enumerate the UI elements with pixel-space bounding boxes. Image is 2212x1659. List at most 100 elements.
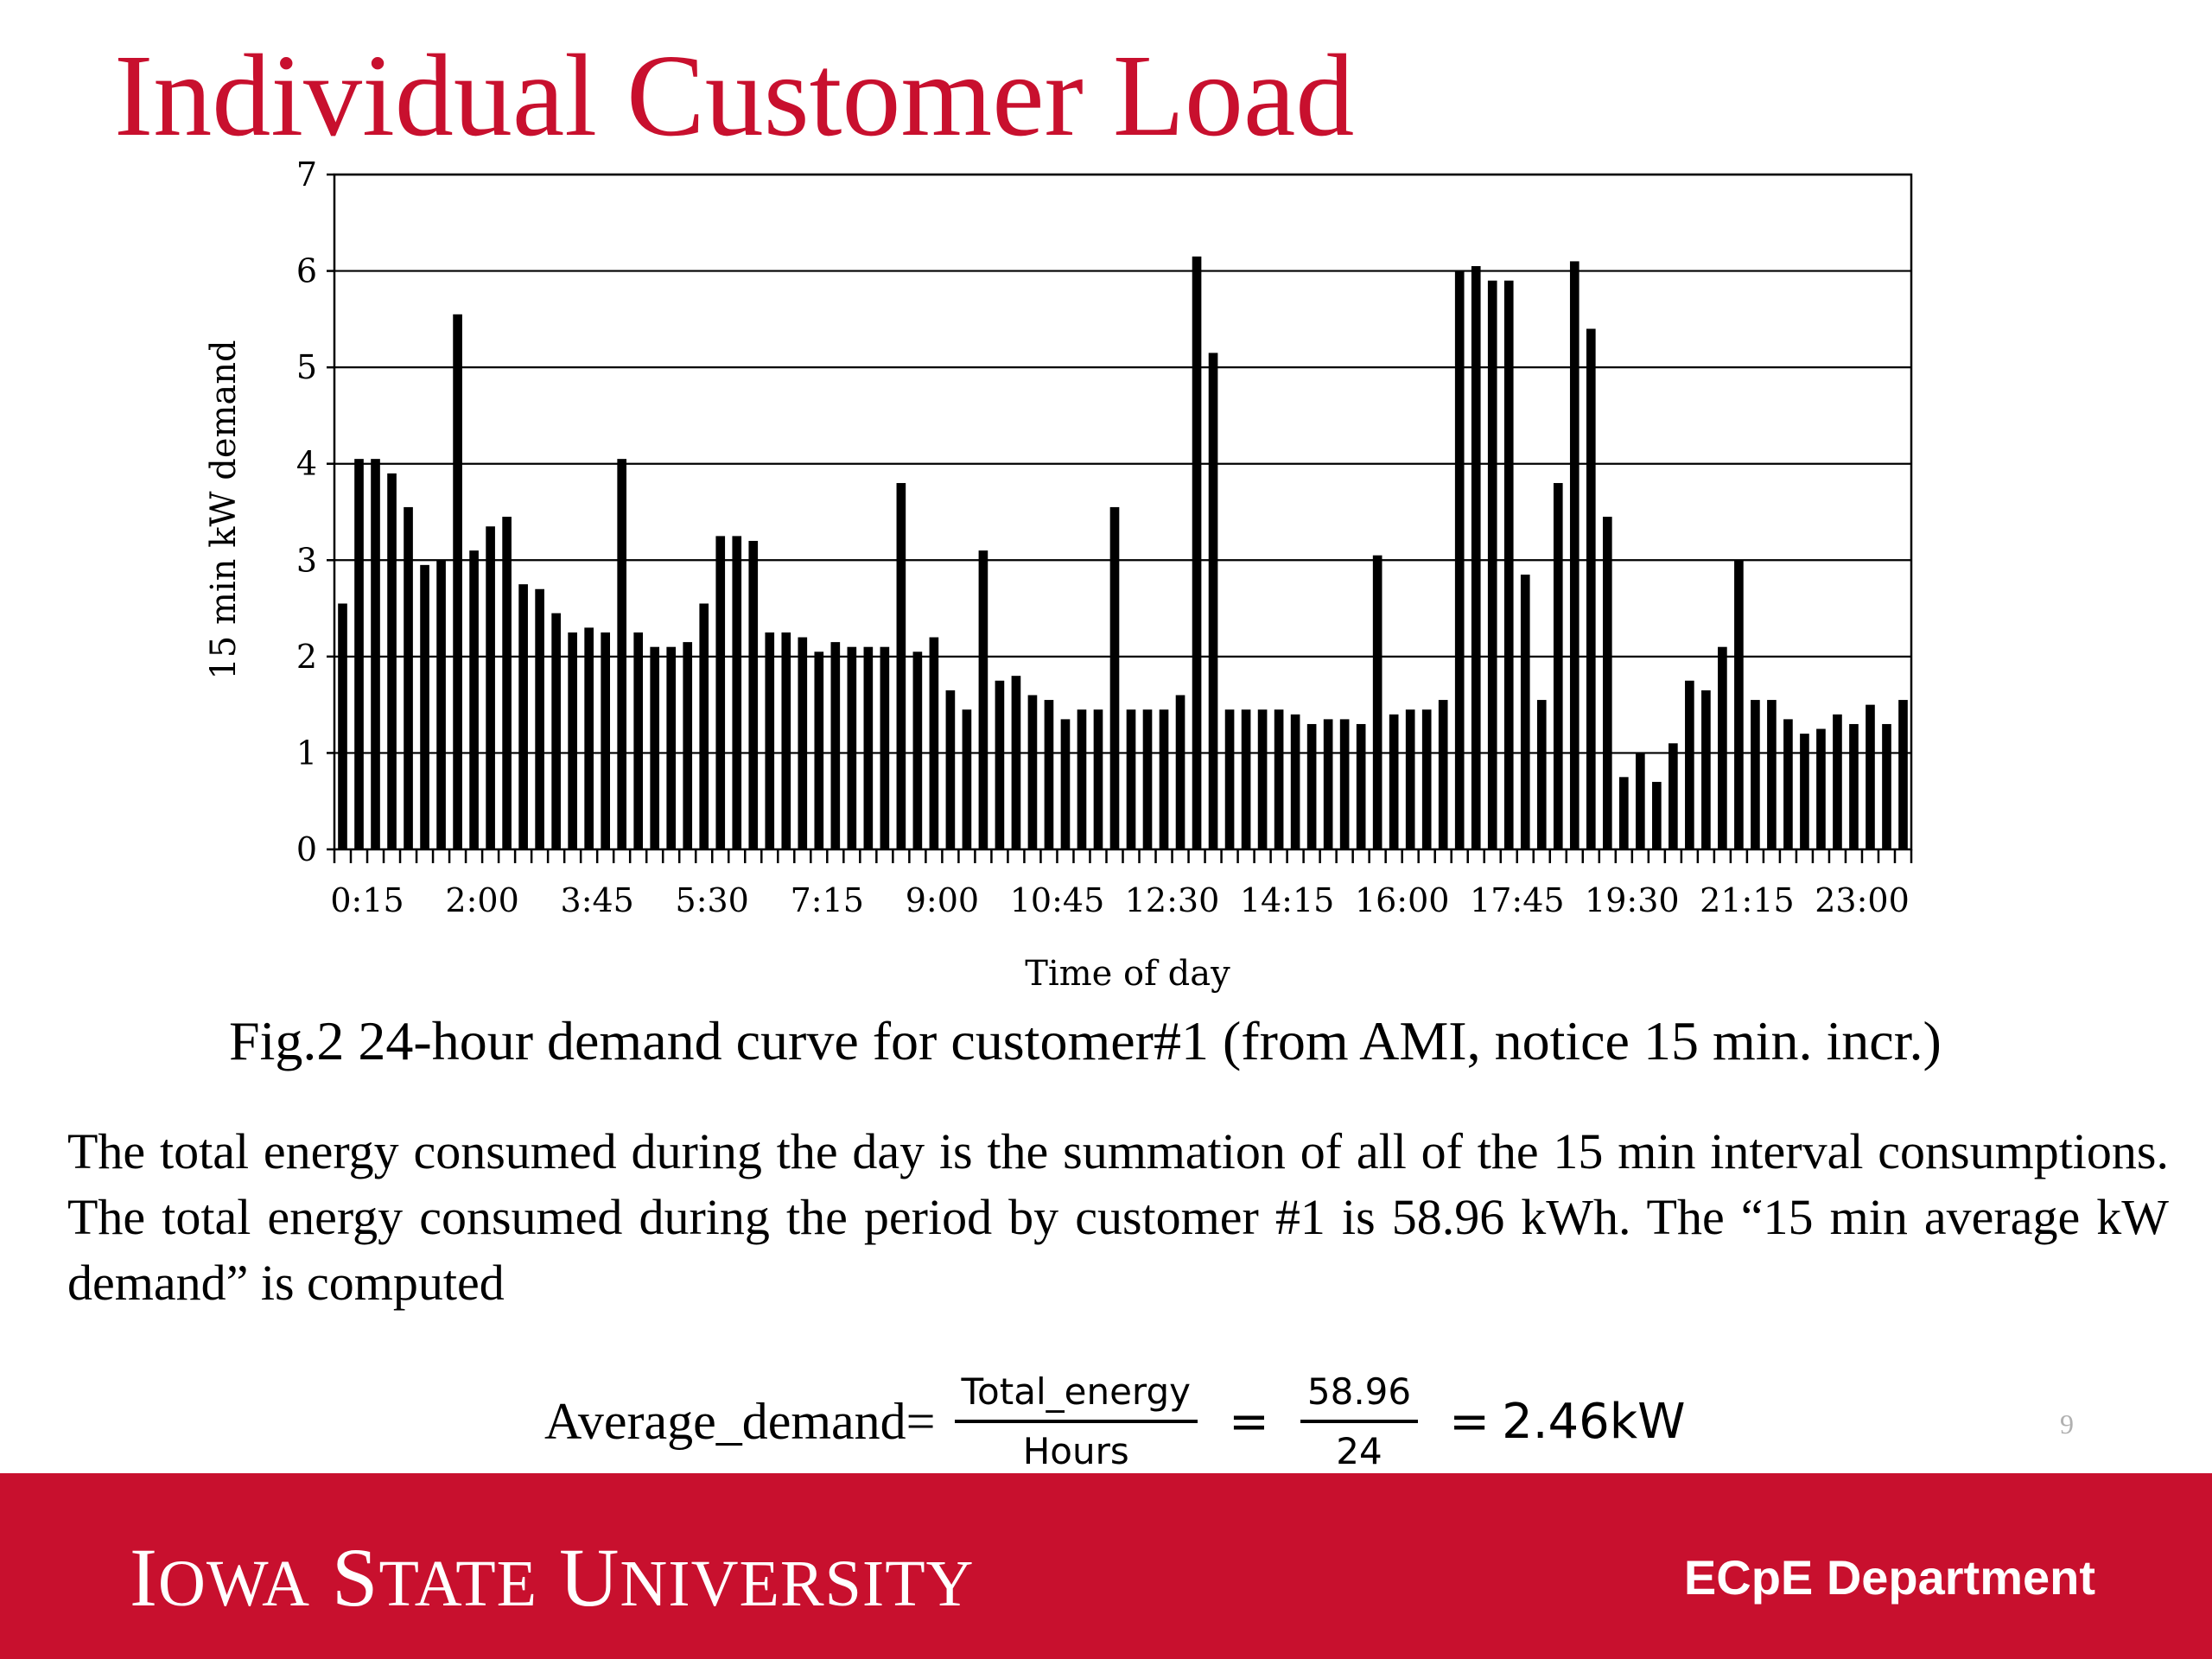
bar <box>584 627 594 849</box>
bar <box>404 506 413 849</box>
x-tick-label: 9:00 <box>906 881 979 919</box>
bar <box>551 613 561 849</box>
bar <box>699 603 709 849</box>
bar <box>1536 700 1547 849</box>
bar <box>1011 676 1021 849</box>
bar <box>469 550 479 849</box>
bar <box>715 536 726 849</box>
bar <box>1290 714 1300 849</box>
bar <box>535 588 544 849</box>
bar <box>1898 700 1908 849</box>
bar <box>1800 734 1809 849</box>
bar <box>486 526 495 849</box>
formula-lhs: Average_demand= <box>544 1392 936 1450</box>
bar <box>798 637 808 849</box>
bar <box>1849 723 1859 849</box>
bar <box>1833 714 1842 849</box>
bar <box>929 637 939 849</box>
bar <box>650 646 660 849</box>
x-axis-label: Time of day <box>1025 954 1230 994</box>
y-tick-label: 2 <box>296 638 317 676</box>
bar <box>1175 695 1185 849</box>
bar <box>1224 709 1235 849</box>
formula-numerator: Total_energy <box>954 1370 1198 1423</box>
x-tick-label: 16:00 <box>1355 881 1450 919</box>
bar <box>1306 723 1317 849</box>
x-tick-label: 3:45 <box>561 881 634 919</box>
x-tick-label: 2:00 <box>445 881 518 919</box>
bar <box>1652 781 1662 849</box>
bar <box>1602 517 1612 849</box>
bar <box>945 690 956 849</box>
bar <box>666 646 677 849</box>
bar <box>1471 265 1481 849</box>
x-tick-label: 23:00 <box>1815 881 1910 919</box>
y-axis-label: 15 min kW demand <box>204 340 244 679</box>
bar <box>502 517 512 849</box>
figure-caption: Fig.2 24-hour demand curve for customer#… <box>229 1010 1942 1071</box>
bar <box>354 459 364 849</box>
bar <box>1685 680 1694 849</box>
bar <box>1866 704 1875 849</box>
bar <box>1323 719 1333 849</box>
bar <box>1882 723 1891 849</box>
bar <box>1077 709 1087 849</box>
y-tick-label: 6 <box>296 252 317 290</box>
bar <box>1044 700 1054 849</box>
bar <box>1126 709 1136 849</box>
bar <box>1027 695 1038 849</box>
bar <box>1208 353 1218 849</box>
bar <box>1503 280 1514 849</box>
bar <box>765 632 775 849</box>
bar <box>748 540 759 849</box>
bar <box>962 709 972 849</box>
axes <box>333 173 1913 863</box>
formula-denominator: Hours <box>1022 1430 1129 1472</box>
bar <box>1586 328 1596 849</box>
bar <box>1372 555 1382 849</box>
body-paragraph: The total energy consumed during the day… <box>67 1123 2169 1311</box>
x-tick-label: 19:30 <box>1585 881 1680 919</box>
bar <box>1636 753 1645 849</box>
bar <box>1487 280 1497 849</box>
bar <box>1093 709 1103 849</box>
x-tick-label: 5:30 <box>676 881 749 919</box>
bar <box>830 642 841 849</box>
x-tick-label: 17:45 <box>1470 881 1565 919</box>
slide-number: 9 <box>2060 1408 2074 1440</box>
footer-bar: IOWA STATE UNIVERSITY ECpE Department <box>0 1473 2212 1659</box>
bar <box>781 632 791 849</box>
demand-bar-chart: 0 1 2 3 4 5 6 7 0:15 2:00 3:45 5:30 7:15 9:00 10:45 12… <box>204 156 1913 994</box>
bar <box>1421 709 1432 849</box>
bar <box>1751 700 1760 849</box>
bar <box>1454 270 1465 849</box>
bar <box>1718 646 1727 849</box>
x-tick-label: 14:15 <box>1240 881 1335 919</box>
bar <box>601 632 610 849</box>
bar <box>1159 709 1169 849</box>
bar <box>732 536 742 849</box>
formula-equals: = <box>1228 1393 1269 1450</box>
bar <box>1701 690 1711 849</box>
bar <box>371 459 380 849</box>
bar <box>1767 700 1777 849</box>
department-label: ECpE Department <box>1683 1550 2095 1605</box>
average-demand-formula: Average_demand= Total_energy Hours = 58.… <box>544 1357 1686 1486</box>
formula-fraction-numeric: 58.96 24 <box>1300 1370 1419 1472</box>
bar <box>420 564 429 849</box>
bar <box>1669 743 1678 849</box>
bar <box>1356 723 1366 849</box>
bar <box>1060 719 1071 849</box>
y-tick-label: 7 <box>296 156 317 194</box>
bar <box>1274 709 1284 849</box>
bar <box>1109 506 1120 849</box>
x-tick-label: 7:15 <box>791 881 864 919</box>
bar <box>863 646 874 849</box>
bar <box>1389 714 1399 849</box>
bar <box>338 603 347 849</box>
y-tick-label: 0 <box>296 830 317 868</box>
bar <box>633 632 644 849</box>
formula-result: 2.46kW <box>1502 1393 1686 1450</box>
university-logo-text: IOWA STATE UNIVERSITY <box>130 1531 975 1624</box>
bar <box>1569 261 1580 849</box>
